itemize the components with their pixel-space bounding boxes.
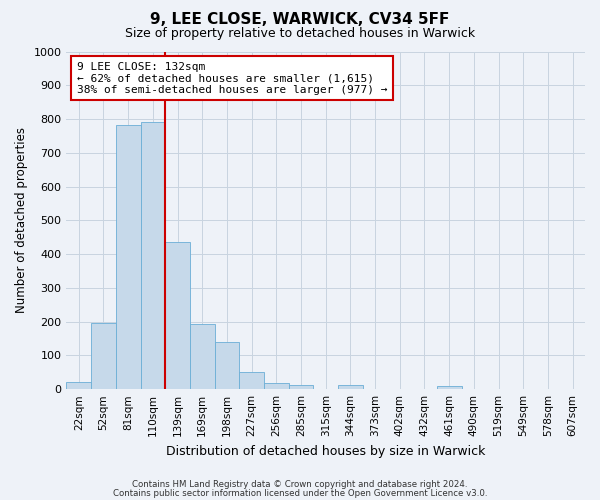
- Text: Contains public sector information licensed under the Open Government Licence v3: Contains public sector information licen…: [113, 488, 487, 498]
- Bar: [190, 324, 215, 389]
- Bar: [165, 242, 190, 389]
- Text: Size of property relative to detached houses in Warwick: Size of property relative to detached ho…: [125, 28, 475, 40]
- Bar: [239, 372, 264, 389]
- Text: Contains HM Land Registry data © Crown copyright and database right 2024.: Contains HM Land Registry data © Crown c…: [132, 480, 468, 489]
- Bar: [91, 322, 116, 389]
- Y-axis label: Number of detached properties: Number of detached properties: [15, 128, 28, 314]
- Bar: [67, 382, 91, 389]
- Bar: [116, 125, 140, 389]
- Bar: [140, 122, 165, 389]
- Bar: [215, 342, 239, 389]
- Text: 9 LEE CLOSE: 132sqm
← 62% of detached houses are smaller (1,615)
38% of semi-det: 9 LEE CLOSE: 132sqm ← 62% of detached ho…: [77, 62, 387, 95]
- Bar: [338, 386, 363, 389]
- Text: 9, LEE CLOSE, WARWICK, CV34 5FF: 9, LEE CLOSE, WARWICK, CV34 5FF: [151, 12, 449, 28]
- Bar: [289, 386, 313, 389]
- X-axis label: Distribution of detached houses by size in Warwick: Distribution of detached houses by size …: [166, 444, 485, 458]
- Bar: [264, 383, 289, 389]
- Bar: [437, 386, 461, 389]
